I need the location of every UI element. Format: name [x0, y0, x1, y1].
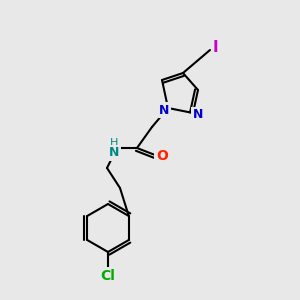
Text: N: N: [159, 103, 169, 116]
Text: N: N: [109, 146, 119, 160]
Text: O: O: [156, 149, 168, 163]
Text: H: H: [110, 138, 118, 148]
Text: N: N: [193, 109, 203, 122]
Text: I: I: [212, 40, 218, 56]
Text: Cl: Cl: [100, 269, 116, 283]
